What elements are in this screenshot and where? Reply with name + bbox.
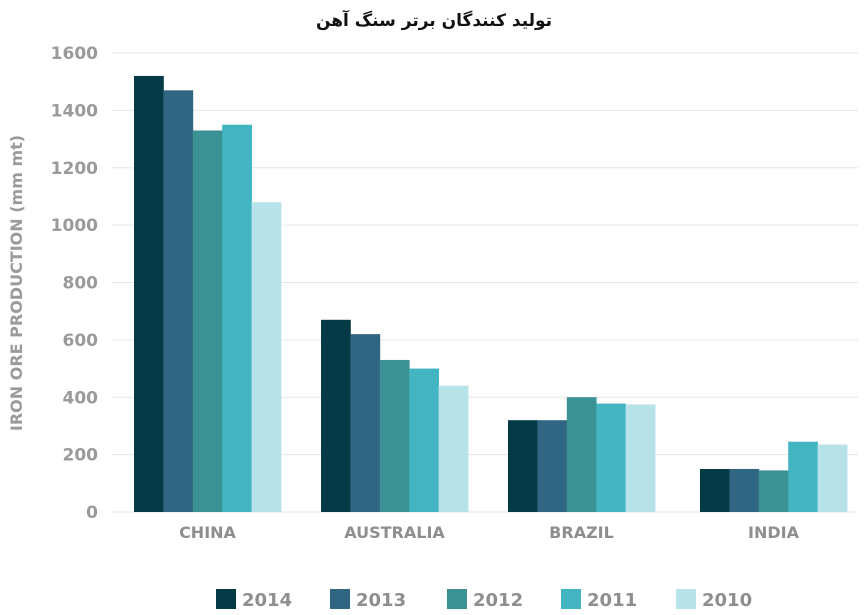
y-axis-ticks: 0 200 400 600 800 1000 1200 1400 1600 [51, 44, 98, 523]
legend-swatch-2011 [561, 589, 581, 609]
chart-title: تولید کنندگان برتر سنگ آهن [316, 9, 552, 31]
y-axis-label: IRON ORE PRODUCTION (mm mt) [7, 135, 26, 431]
bar-brazil-2010 [625, 404, 656, 512]
bar-brazil-2013 [537, 420, 568, 512]
y-tick-label: 1200 [51, 159, 98, 179]
bar-brazil-2011 [596, 403, 626, 512]
bar-china-2010 [251, 202, 282, 513]
legend: 2014 2013 2012 2011 2010 [216, 589, 752, 611]
bar-brazil-2012 [566, 397, 597, 512]
legend-swatch-2013 [330, 589, 350, 609]
bar-india-2011 [788, 441, 818, 512]
legend-label-2011: 2011 [587, 590, 637, 611]
y-tick-label: 600 [63, 331, 99, 351]
y-tick-label: 200 [63, 446, 99, 466]
bar-china-2014 [134, 75, 164, 512]
x-tick-label: BRAZIL [549, 523, 614, 542]
bar-australia-2014 [321, 319, 351, 512]
legend-swatch-2012 [447, 589, 467, 609]
bar-china-2012 [192, 130, 223, 513]
legend-label-2014: 2014 [242, 590, 292, 611]
legend-label-2013: 2013 [356, 590, 406, 611]
bar-india-2014 [700, 468, 730, 512]
bar-australia-2013 [350, 334, 381, 512]
legend-swatch-2010 [676, 589, 696, 609]
y-tick-label: 1000 [51, 216, 98, 236]
x-tick-label: CHINA [179, 523, 236, 542]
bar-china-2011 [222, 124, 252, 512]
bars [134, 75, 848, 513]
y-tick-label: 400 [63, 388, 99, 408]
bar-brazil-2014 [508, 420, 538, 512]
bar-australia-2012 [379, 359, 410, 512]
legend-label-2012: 2012 [473, 590, 523, 611]
y-tick-label: 1400 [51, 101, 98, 121]
bar-china-2013 [163, 90, 194, 512]
bar-australia-2010 [438, 385, 469, 512]
x-tick-label: INDIA [748, 523, 800, 542]
y-tick-label: 800 [63, 274, 99, 294]
bar-india-2010 [817, 444, 848, 512]
y-tick-label: 0 [86, 503, 98, 523]
bar-india-2012 [758, 470, 789, 512]
legend-swatch-2014 [216, 589, 236, 609]
x-tick-label: AUSTRALIA [344, 523, 445, 542]
legend-label-2010: 2010 [702, 590, 752, 611]
y-tick-label: 1600 [51, 44, 98, 64]
x-axis-ticks: CHINA AUSTRALIA BRAZIL INDIA [179, 523, 800, 542]
bar-australia-2011 [409, 368, 439, 512]
bar-india-2013 [729, 468, 760, 512]
